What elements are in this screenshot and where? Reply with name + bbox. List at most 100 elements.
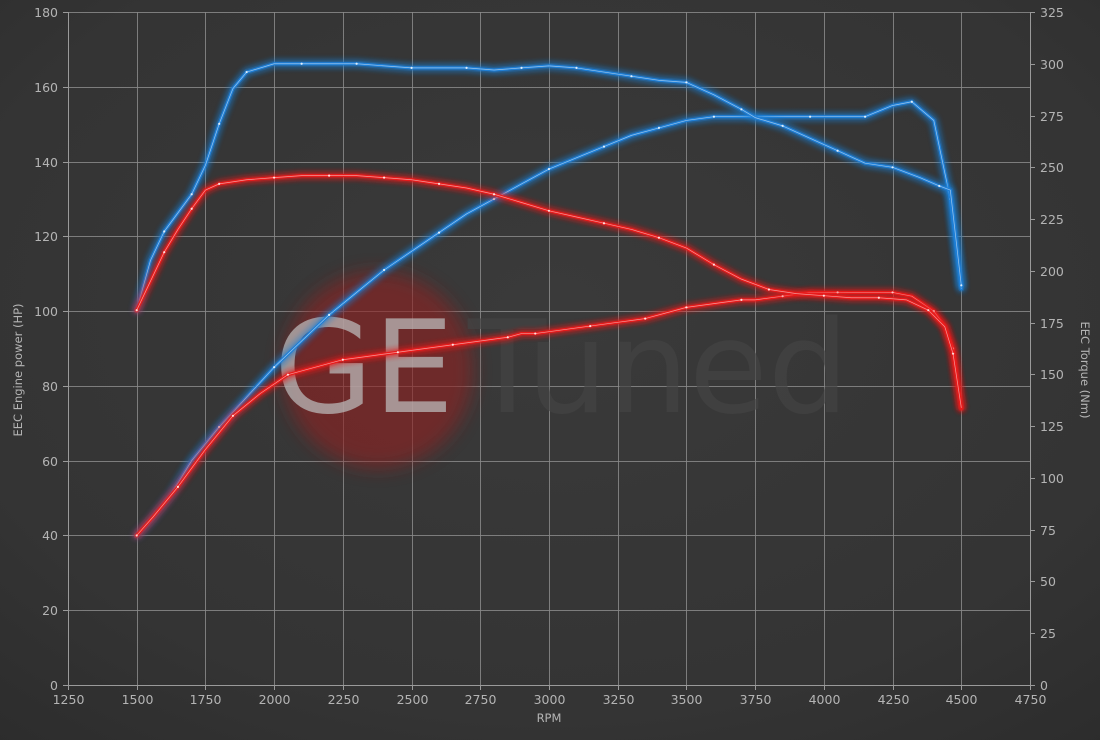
x-tick-label: 3750 [740, 692, 772, 707]
data-point [630, 75, 633, 78]
data-point [712, 263, 716, 266]
y2-tick-label: 125 [1040, 419, 1064, 434]
watermark-circle [283, 272, 473, 468]
y2-tick-label: 0 [1040, 678, 1048, 693]
data-point [396, 351, 399, 354]
data-point [836, 149, 839, 152]
y2-tick-label: 50 [1040, 574, 1056, 589]
data-point [520, 66, 523, 70]
data-point [712, 115, 716, 118]
data-point [951, 352, 955, 355]
data-point [891, 291, 894, 294]
data-point [328, 174, 331, 177]
data-point [382, 176, 386, 179]
y2-axis-title: EEC Torque (Nm) [1078, 322, 1092, 419]
data-point [300, 62, 303, 65]
data-point [245, 70, 248, 74]
y-tick-label: 60 [42, 454, 58, 469]
x-tick-label: 4250 [878, 692, 910, 707]
data-point [781, 295, 784, 298]
data-point [781, 124, 784, 127]
series-highlight [136, 101, 962, 536]
y2-tick-label: 225 [1040, 212, 1064, 227]
x-tick-label: 2250 [328, 692, 360, 707]
y2-tick-label: 175 [1040, 316, 1064, 331]
data-point [286, 373, 289, 376]
y2-tick-label: 75 [1040, 523, 1056, 538]
x-tick-label: 4500 [946, 692, 978, 707]
data-point [938, 184, 941, 188]
data-point [685, 81, 688, 84]
y-tick-label: 80 [42, 379, 58, 394]
data-point [341, 358, 344, 361]
data-point [190, 207, 193, 210]
data-point [575, 66, 578, 70]
data-point [644, 317, 647, 320]
data-point [822, 294, 825, 297]
data-point [355, 62, 358, 65]
y2-tick-label: 100 [1040, 471, 1064, 486]
series-layer [133, 60, 965, 539]
y-tick-label: 160 [34, 80, 58, 95]
y2-tick-label: 25 [1040, 626, 1056, 641]
y2-tick-label: 275 [1040, 109, 1064, 124]
data-point [176, 485, 180, 488]
series-1 [133, 60, 965, 314]
x-tick-label: 4000 [809, 692, 841, 707]
series-3 [133, 172, 965, 411]
data-point [135, 534, 138, 537]
data-point [437, 182, 441, 185]
y-tick-label: 120 [34, 229, 58, 244]
y2-tick-label: 325 [1040, 5, 1064, 20]
data-point [534, 332, 537, 335]
watermark-brand: Tuned [467, 294, 849, 443]
data-point [740, 298, 743, 301]
y2-tick-label: 250 [1040, 160, 1064, 175]
data-point [410, 66, 413, 70]
data-point [451, 343, 454, 346]
x-tick-label: 2750 [465, 692, 497, 707]
series-2 [133, 289, 965, 539]
data-point [135, 309, 138, 312]
x-axis-title: RPM [537, 711, 562, 725]
data-point [657, 126, 661, 130]
data-point [657, 236, 661, 239]
series-highlight [136, 292, 962, 536]
y-tick-label: 180 [34, 5, 58, 20]
data-point [927, 309, 930, 312]
y-tick-label: 40 [42, 528, 58, 543]
data-point [273, 366, 276, 369]
x-tick-label: 1750 [190, 692, 222, 707]
axes-layer: 0 20 40 60 80 100 120 140 160 180 0 25 50 75 100 125 150… [34, 5, 1064, 707]
y-axis-title: EEC Engine power (HP) [11, 303, 25, 436]
y2-tick-label: 300 [1040, 57, 1064, 72]
data-point [836, 291, 839, 294]
data-point [382, 268, 386, 272]
y2-tick-label: 150 [1040, 367, 1064, 382]
data-point [589, 324, 592, 328]
x-tick-label: 4750 [1015, 692, 1047, 707]
data-point [602, 145, 606, 148]
data-point [437, 231, 441, 234]
data-point [891, 166, 894, 169]
y-tick-label: 0 [50, 678, 58, 693]
x-tick-label: 1250 [53, 692, 85, 707]
x-tick-label: 2000 [259, 692, 291, 707]
data-point [767, 288, 770, 291]
data-point [685, 306, 688, 309]
data-point [328, 313, 331, 316]
data-point [218, 182, 221, 185]
data-point [602, 222, 606, 225]
data-point [218, 122, 221, 125]
data-point [877, 296, 880, 299]
y-tick-label: 100 [34, 304, 58, 319]
data-point [547, 167, 551, 171]
series-0 [133, 98, 965, 539]
data-point [163, 230, 166, 233]
data-point [910, 100, 913, 103]
y-tick-label: 140 [34, 155, 58, 170]
data-point [492, 193, 496, 196]
data-point [273, 176, 276, 179]
